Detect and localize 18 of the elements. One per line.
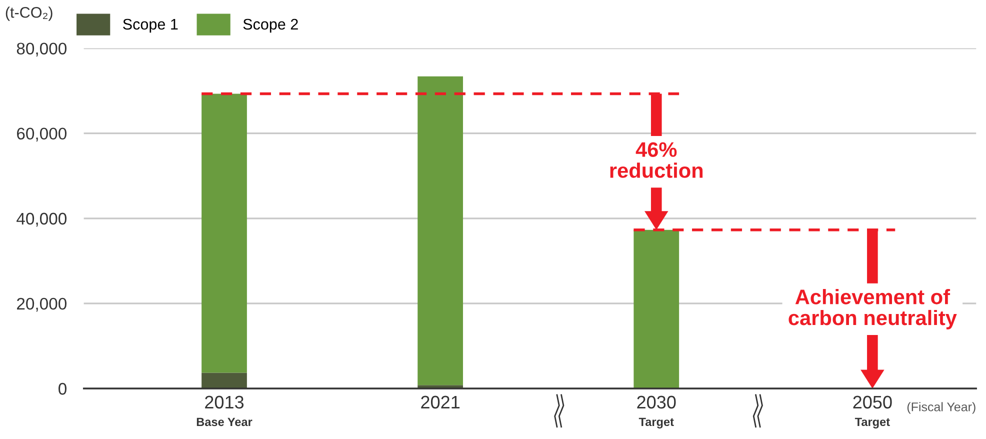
y-tick-label: 20,000 bbox=[17, 298, 66, 312]
y-tick-label: 80,000 bbox=[16, 42, 66, 56]
legend-label: Scope 1 bbox=[123, 18, 178, 33]
bar bbox=[202, 372, 247, 389]
x-tick-label: 2050 Target bbox=[853, 396, 892, 428]
annotation: Achievement of carbon neutrality bbox=[788, 289, 957, 330]
bar bbox=[418, 76, 463, 386]
bar bbox=[202, 94, 247, 373]
x-tick-label: 2030 Target bbox=[637, 396, 676, 428]
annotation: 46% reduction bbox=[610, 142, 703, 178]
legend-label: Scope 2 bbox=[243, 18, 298, 33]
y-tick-label: 40,000 bbox=[16, 212, 66, 227]
x-tick-label: 2013 Base Year bbox=[196, 396, 252, 426]
y-axis-title: (t-CO₂) bbox=[6, 6, 52, 21]
y-tick-label: 60,000 bbox=[17, 128, 66, 142]
x-axis-title: (Fiscal Year) bbox=[907, 402, 976, 414]
x-tick-label: 2021 bbox=[421, 396, 460, 409]
y-tick-label: 0 bbox=[58, 382, 66, 395]
